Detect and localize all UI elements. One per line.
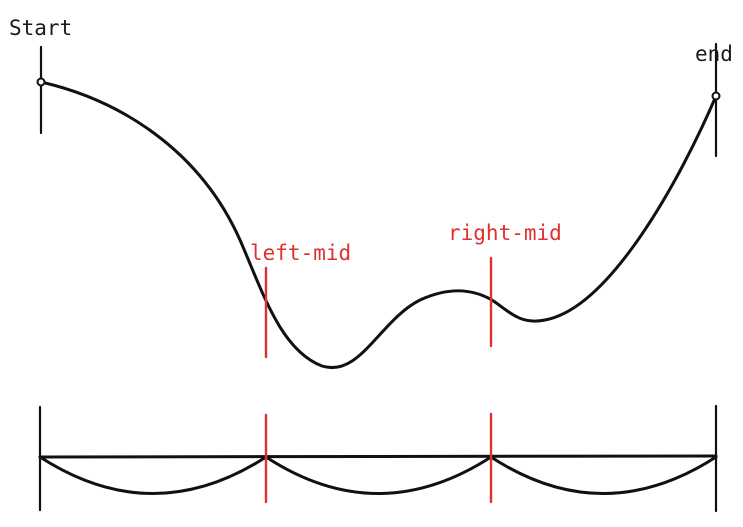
function-plot: Start end left-mid right-mid <box>9 16 733 370</box>
interval-arc-2 <box>264 455 493 495</box>
interval-arc-3 <box>489 455 718 495</box>
interval-arc-1 <box>38 455 268 495</box>
interval-line <box>38 454 718 459</box>
start-point <box>36 77 46 87</box>
interval-diagram <box>38 404 718 513</box>
right-mid-label: right-mid <box>448 221 562 245</box>
start-label: Start <box>9 16 72 40</box>
end-point <box>711 91 721 101</box>
end-label: end <box>695 42 733 66</box>
left-mid-label: left-mid <box>250 241 351 265</box>
function-curve <box>39 80 718 370</box>
